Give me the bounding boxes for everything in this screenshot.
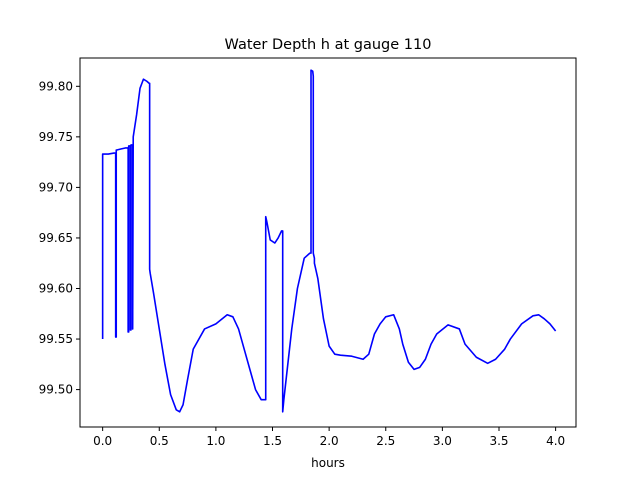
y-tick-label: 99.75 [39,130,73,144]
axes-frame [79,57,577,428]
x-axis-label: hours [311,456,345,470]
x-tick-label: 3.5 [489,434,508,448]
x-tick-label: 3.0 [433,434,452,448]
y-tick-label: 99.50 [39,383,73,397]
x-tick-label: 0.0 [93,434,112,448]
x-tick-label: 4.0 [546,434,565,448]
y-tick-label: 99.80 [39,79,73,93]
data-line-series-0 [101,69,557,413]
chart-title: Water Depth h at gauge 110 [225,37,432,53]
x-tick-label: 1.5 [263,434,282,448]
y-tick-label: 99.60 [39,281,73,295]
y-tick-label: 99.70 [39,180,73,194]
x-tick-label: 2.0 [320,434,339,448]
y-tick-label: 99.65 [39,231,73,245]
y-tick-label: 99.55 [39,332,73,346]
x-tick-label: 2.5 [376,434,395,448]
plot-area: 0.0 0.5 1.0 1.5 2.0 2.5 3.0 3.5 4.0 99.50 99.55 99.… [39,57,577,448]
x-tick-label: 1.0 [206,434,225,448]
x-tick-label: 0.5 [150,434,169,448]
